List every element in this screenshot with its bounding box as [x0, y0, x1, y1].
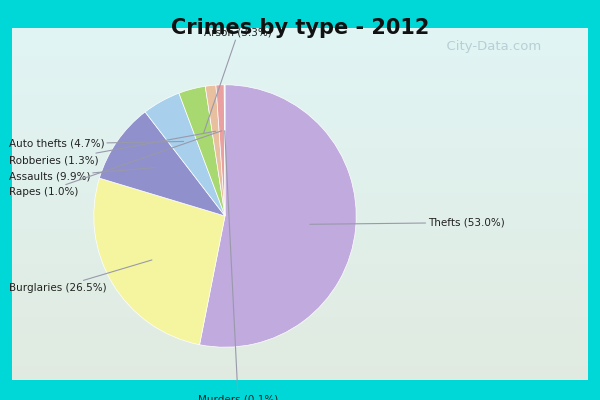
Text: Assaults (9.9%): Assaults (9.9%)	[8, 168, 155, 182]
Wedge shape	[145, 93, 225, 216]
Text: Arson (3.3%): Arson (3.3%)	[203, 27, 272, 134]
Wedge shape	[179, 86, 225, 216]
Wedge shape	[224, 85, 225, 216]
Text: Thefts (53.0%): Thefts (53.0%)	[310, 218, 505, 228]
Wedge shape	[200, 85, 356, 347]
Wedge shape	[94, 178, 225, 345]
Text: Robberies (1.3%): Robberies (1.3%)	[8, 131, 215, 166]
Wedge shape	[100, 112, 225, 216]
Text: Rapes (1.0%): Rapes (1.0%)	[8, 131, 222, 197]
Text: Auto thefts (4.7%): Auto thefts (4.7%)	[8, 139, 184, 149]
Text: Burglaries (26.5%): Burglaries (26.5%)	[8, 260, 152, 293]
Text: Crimes by type - 2012: Crimes by type - 2012	[171, 18, 429, 38]
Wedge shape	[216, 85, 225, 216]
Text: City-Data.com: City-Data.com	[438, 40, 541, 53]
Text: Murders (0.1%): Murders (0.1%)	[198, 131, 278, 400]
Wedge shape	[205, 85, 225, 216]
